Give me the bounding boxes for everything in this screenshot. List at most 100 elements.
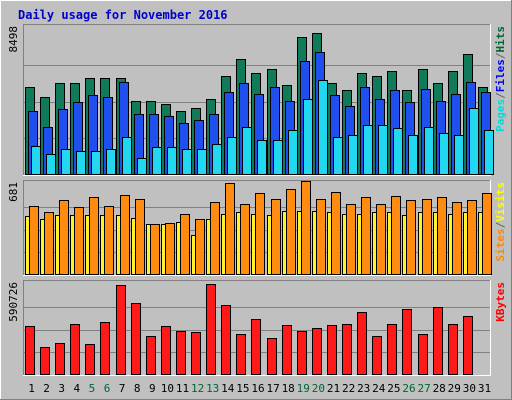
day-label-10: 10 [161, 382, 174, 395]
day-label-8: 8 [134, 382, 141, 395]
bar-sites-day-23 [361, 197, 371, 275]
bar-pages-day-31 [484, 130, 494, 175]
day-label-2: 2 [43, 382, 50, 395]
bar-pages-day-24 [378, 125, 388, 175]
bar-pages-day-13 [212, 144, 222, 175]
bar-kbytes-day-27 [418, 334, 428, 375]
day-label-23: 23 [357, 382, 370, 395]
bar-kbytes-day-30 [463, 316, 473, 375]
bar-kbytes-day-1 [25, 326, 35, 375]
bar-pages-day-26 [408, 135, 418, 175]
bar-pages-day-3 [61, 149, 71, 175]
bar-kbytes-day-9 [146, 336, 156, 375]
bar-sites-day-30 [467, 200, 477, 275]
bar-sites-day-21 [331, 192, 341, 275]
chart-panels: 8498Pages/Files/Hits681Sites/Visits59072… [7, 24, 507, 376]
legend-part-: / [494, 221, 507, 228]
series-pages [31, 80, 494, 175]
bar-pages-day-7 [122, 137, 132, 175]
series-sites [29, 181, 492, 275]
bar-kbytes-day-23 [357, 312, 367, 375]
bar-kbytes-day-4 [70, 324, 80, 375]
bar-kbytes-day-12 [191, 332, 201, 375]
panel-kbytes: 590726 KBytes [7, 280, 507, 376]
bar-kbytes-day-2 [40, 347, 50, 375]
bar-sites-day-20 [316, 199, 326, 275]
bar-sites-day-12 [195, 219, 205, 275]
day-label-27: 27 [417, 382, 430, 395]
bar-kbytes-day-17 [267, 338, 277, 375]
bar-sites-day-25 [391, 196, 401, 275]
bar-pages-day-28 [439, 133, 449, 175]
bar-pages-day-18 [288, 130, 298, 175]
bar-pages-day-19 [303, 99, 313, 175]
bar-sites-day-22 [346, 204, 356, 275]
bar-sites-day-16 [255, 193, 265, 275]
series-kbytes [25, 284, 473, 375]
panel-legend-label: KBytes [494, 282, 507, 322]
panel-sites-visits: 681 Sites/Visits [7, 180, 507, 276]
day-label-21: 21 [327, 382, 340, 395]
bar-kbytes-day-14 [221, 305, 231, 375]
bar-sites-day-8 [135, 199, 145, 275]
bar-sites-day-14 [225, 183, 235, 275]
bar-sites-day-5 [89, 197, 99, 275]
bar-kbytes-day-18 [282, 325, 292, 375]
bar-sites-day-3 [59, 200, 69, 275]
day-label-15: 15 [236, 382, 249, 395]
day-label-12: 12 [191, 382, 204, 395]
bar-pages-day-8 [137, 158, 147, 175]
day-label-16: 16 [251, 382, 264, 395]
day-label-18: 18 [282, 382, 295, 395]
bar-pages-day-15 [242, 127, 252, 175]
bar-pages-day-25 [393, 128, 403, 175]
day-label-6: 6 [104, 382, 111, 395]
legend-part-kbytes: KBytes [494, 282, 507, 322]
day-label-1: 1 [28, 382, 35, 395]
bar-sites-day-11 [180, 214, 190, 275]
bar-sites-day-15 [240, 204, 250, 275]
bar-pages-day-9 [152, 147, 162, 175]
bar-kbytes-day-6 [100, 322, 110, 375]
bar-sites-day-2 [44, 212, 54, 275]
bar-pages-day-17 [273, 140, 283, 175]
day-label-7: 7 [119, 382, 126, 395]
day-axis-labels: 1 2 3 4 5 6 7 8 9 10 11 12 13 14 15 16 17 18 19 20 21 22 23 24 2… [28, 382, 491, 395]
panel-legend-label: Sites/Visits [494, 182, 507, 262]
bar-kbytes-day-8 [131, 303, 141, 375]
bar-pages-day-30 [469, 108, 479, 175]
bar-pages-day-12 [197, 149, 207, 175]
bar-sites-day-4 [74, 207, 84, 275]
day-label-4: 4 [73, 382, 80, 395]
bar-sites-day-24 [376, 204, 386, 275]
bar-sites-day-18 [286, 189, 296, 275]
day-label-25: 25 [387, 382, 400, 395]
bar-kbytes-day-24 [372, 336, 382, 375]
bar-pages-day-21 [333, 137, 343, 175]
bar-sites-day-26 [406, 200, 416, 275]
bar-sites-day-7 [120, 195, 130, 275]
bar-pages-day-11 [182, 149, 192, 175]
bar-sites-day-28 [437, 197, 447, 275]
day-label-31: 31 [478, 382, 491, 395]
bar-pages-day-20 [318, 80, 328, 175]
bar-sites-day-10 [165, 223, 175, 275]
bar-pages-day-16 [257, 140, 267, 175]
y-max-label: 8498 [7, 26, 20, 53]
bar-kbytes-day-7 [116, 285, 126, 375]
bar-kbytes-day-29 [448, 324, 458, 375]
bar-pages-day-29 [454, 135, 464, 175]
bar-kbytes-day-10 [161, 326, 171, 375]
legend-part-files: Files [494, 59, 507, 92]
day-label-22: 22 [342, 382, 355, 395]
day-label-28: 28 [433, 382, 446, 395]
day-label-13: 13 [206, 382, 219, 395]
y-max-label: 681 [7, 182, 20, 202]
day-label-3: 3 [58, 382, 65, 395]
day-label-17: 17 [266, 382, 279, 395]
bar-kbytes-day-5 [85, 344, 95, 375]
bar-sites-day-17 [271, 199, 281, 275]
day-label-20: 20 [312, 382, 325, 395]
bar-kbytes-day-11 [176, 331, 186, 375]
